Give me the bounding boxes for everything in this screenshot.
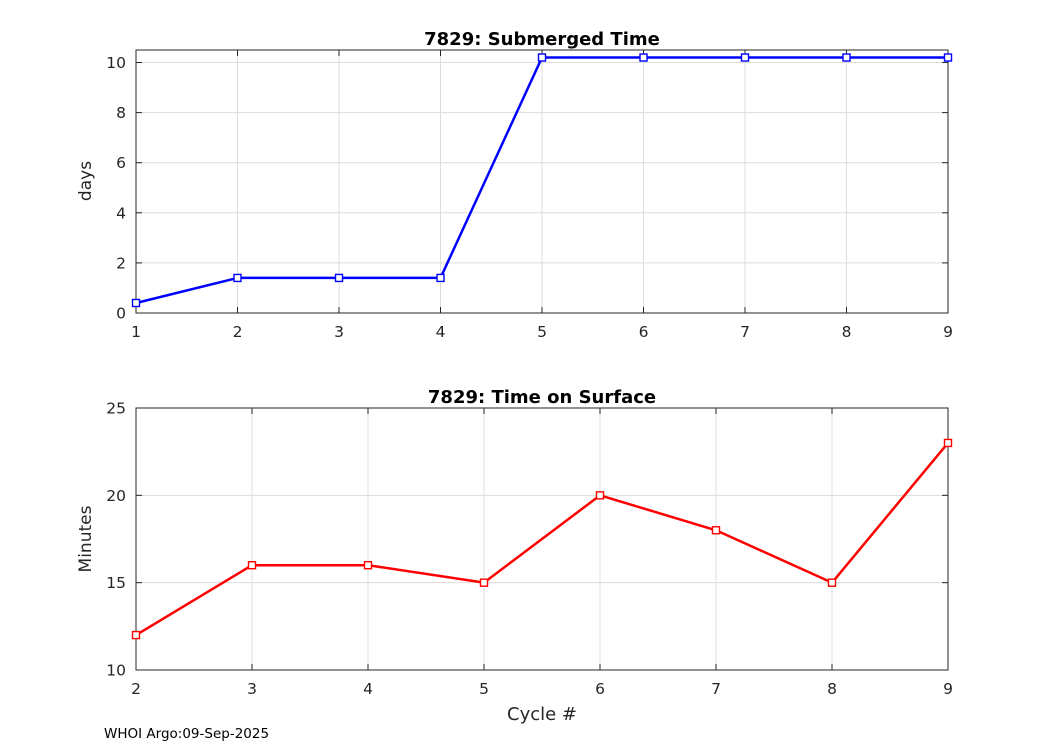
svg-text:4: 4: [363, 680, 373, 698]
footer-text: WHOI Argo:09-Sep-2025: [104, 726, 270, 742]
time-on-surface-title: 7829: Time on Surface: [427, 387, 657, 408]
chart-0: 1 2 3 4 5 6 7 8 9 0 2 4 6 8 10: [106, 49, 953, 341]
svg-text:2: 2: [131, 680, 141, 698]
grid-lines: [135, 50, 949, 314]
svg-text:0: 0: [116, 305, 126, 323]
tick-marks: [135, 407, 949, 671]
svg-text:2: 2: [233, 323, 243, 341]
svg-text:4: 4: [436, 323, 446, 341]
svg-text:10: 10: [106, 662, 126, 680]
svg-text:9: 9: [943, 680, 953, 698]
svg-text:3: 3: [334, 323, 344, 341]
data-line: [135, 442, 949, 637]
svg-text:8: 8: [827, 680, 837, 698]
svg-text:20: 20: [106, 487, 126, 505]
tick-labels: 2 3 4 5 6 7 8 9 10 15 20 25: [106, 400, 953, 699]
svg-text:6: 6: [595, 680, 605, 698]
svg-text:7: 7: [740, 323, 750, 341]
submerged-time-title: 7829: Submerged Time: [424, 29, 660, 50]
cycle-xlabel: Cycle #: [507, 704, 577, 725]
svg-text:6: 6: [116, 154, 126, 172]
tick-labels: 1 2 3 4 5 6 7 8 9 0 2 4 6 8 10: [106, 54, 953, 341]
svg-text:4: 4: [116, 204, 126, 222]
svg-text:10: 10: [106, 54, 126, 72]
svg-text:5: 5: [479, 680, 489, 698]
data-markers: [131, 438, 953, 640]
tick-marks: [135, 50, 949, 314]
submerged-time-ylabel: days: [76, 160, 96, 202]
svg-text:2: 2: [116, 254, 126, 272]
svg-text:5: 5: [537, 323, 547, 341]
svg-text:8: 8: [842, 323, 852, 341]
svg-text:3: 3: [247, 680, 257, 698]
svg-text:7: 7: [711, 680, 721, 698]
time-on-surface-ylabel: Minutes: [76, 505, 96, 573]
svg-text:6: 6: [639, 323, 649, 341]
svg-text:9: 9: [943, 323, 953, 341]
svg-text:25: 25: [106, 400, 126, 418]
axes-box: [135, 407, 949, 671]
svg-text:15: 15: [106, 574, 126, 592]
data-markers: [131, 53, 953, 308]
svg-text:1: 1: [131, 323, 141, 341]
svg-text:8: 8: [116, 104, 126, 122]
chart-1: 2 3 4 5 6 7 8 9 10 15 20 25: [106, 400, 953, 699]
